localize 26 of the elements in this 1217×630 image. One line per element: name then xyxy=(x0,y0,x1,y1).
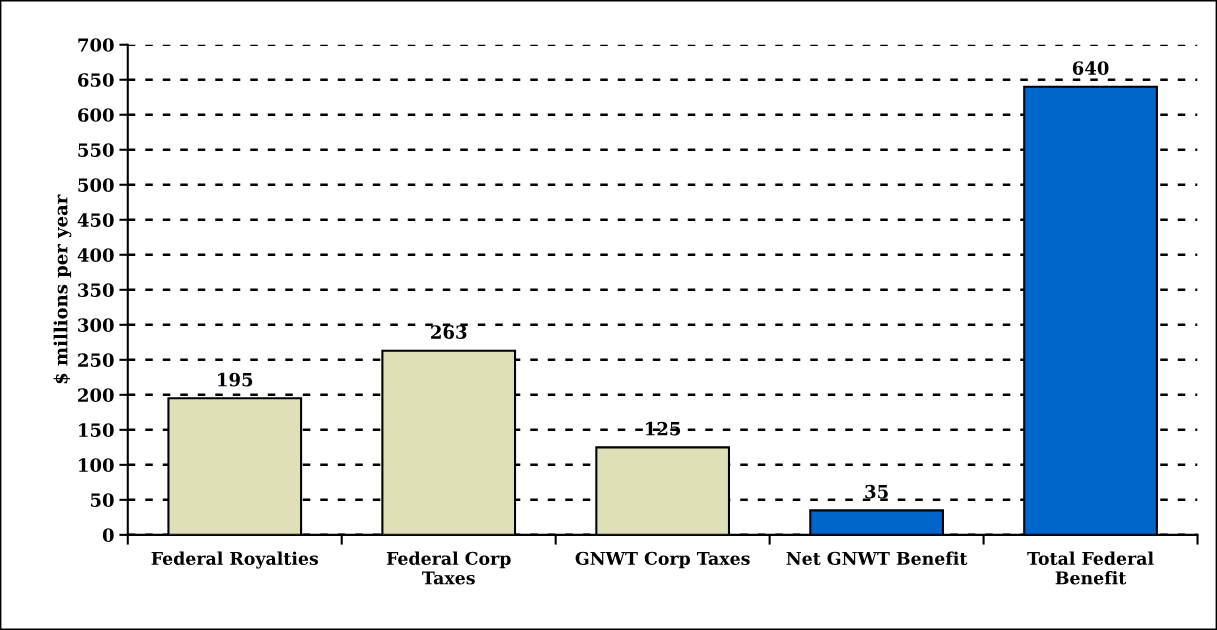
y-tick-label: 500 xyxy=(78,178,114,192)
data-label: 125 xyxy=(646,421,681,436)
y-tick-label: 300 xyxy=(78,318,114,332)
data-label: 640 xyxy=(1072,61,1109,75)
y-tick-label: 350 xyxy=(78,283,114,297)
y-tick-label: 150 xyxy=(79,423,114,437)
y-tick-label: 650 xyxy=(78,73,114,87)
y-tick-label: 400 xyxy=(77,248,114,262)
x-tick-label: GNWT Corp Taxes xyxy=(575,551,750,569)
x-tick-label: Net GNWT Benefit xyxy=(786,551,968,565)
data-label: 195 xyxy=(218,372,253,387)
y-tick-label: 50 xyxy=(90,493,114,507)
y-tick-label: 200 xyxy=(78,388,114,402)
y-tick-label: 700 xyxy=(78,38,114,52)
data-label: 263 xyxy=(431,325,467,339)
y-tick-label: 100 xyxy=(79,458,114,472)
y-tick-label: 0 xyxy=(102,528,114,542)
y-tick-label: 600 xyxy=(78,108,114,122)
y-axis-title: $ millions per year xyxy=(53,194,72,384)
x-tick-label: Federal Royalties xyxy=(151,551,319,569)
x-tick-label: Federal Corp Taxes xyxy=(386,551,511,585)
y-tick-label: 550 xyxy=(78,143,114,157)
y-tick-label: 450 xyxy=(77,213,114,227)
y-tick-label: 250 xyxy=(78,353,114,367)
data-label: 35 xyxy=(865,484,888,499)
x-tick-label: Total Federal Benefit xyxy=(1027,551,1154,585)
